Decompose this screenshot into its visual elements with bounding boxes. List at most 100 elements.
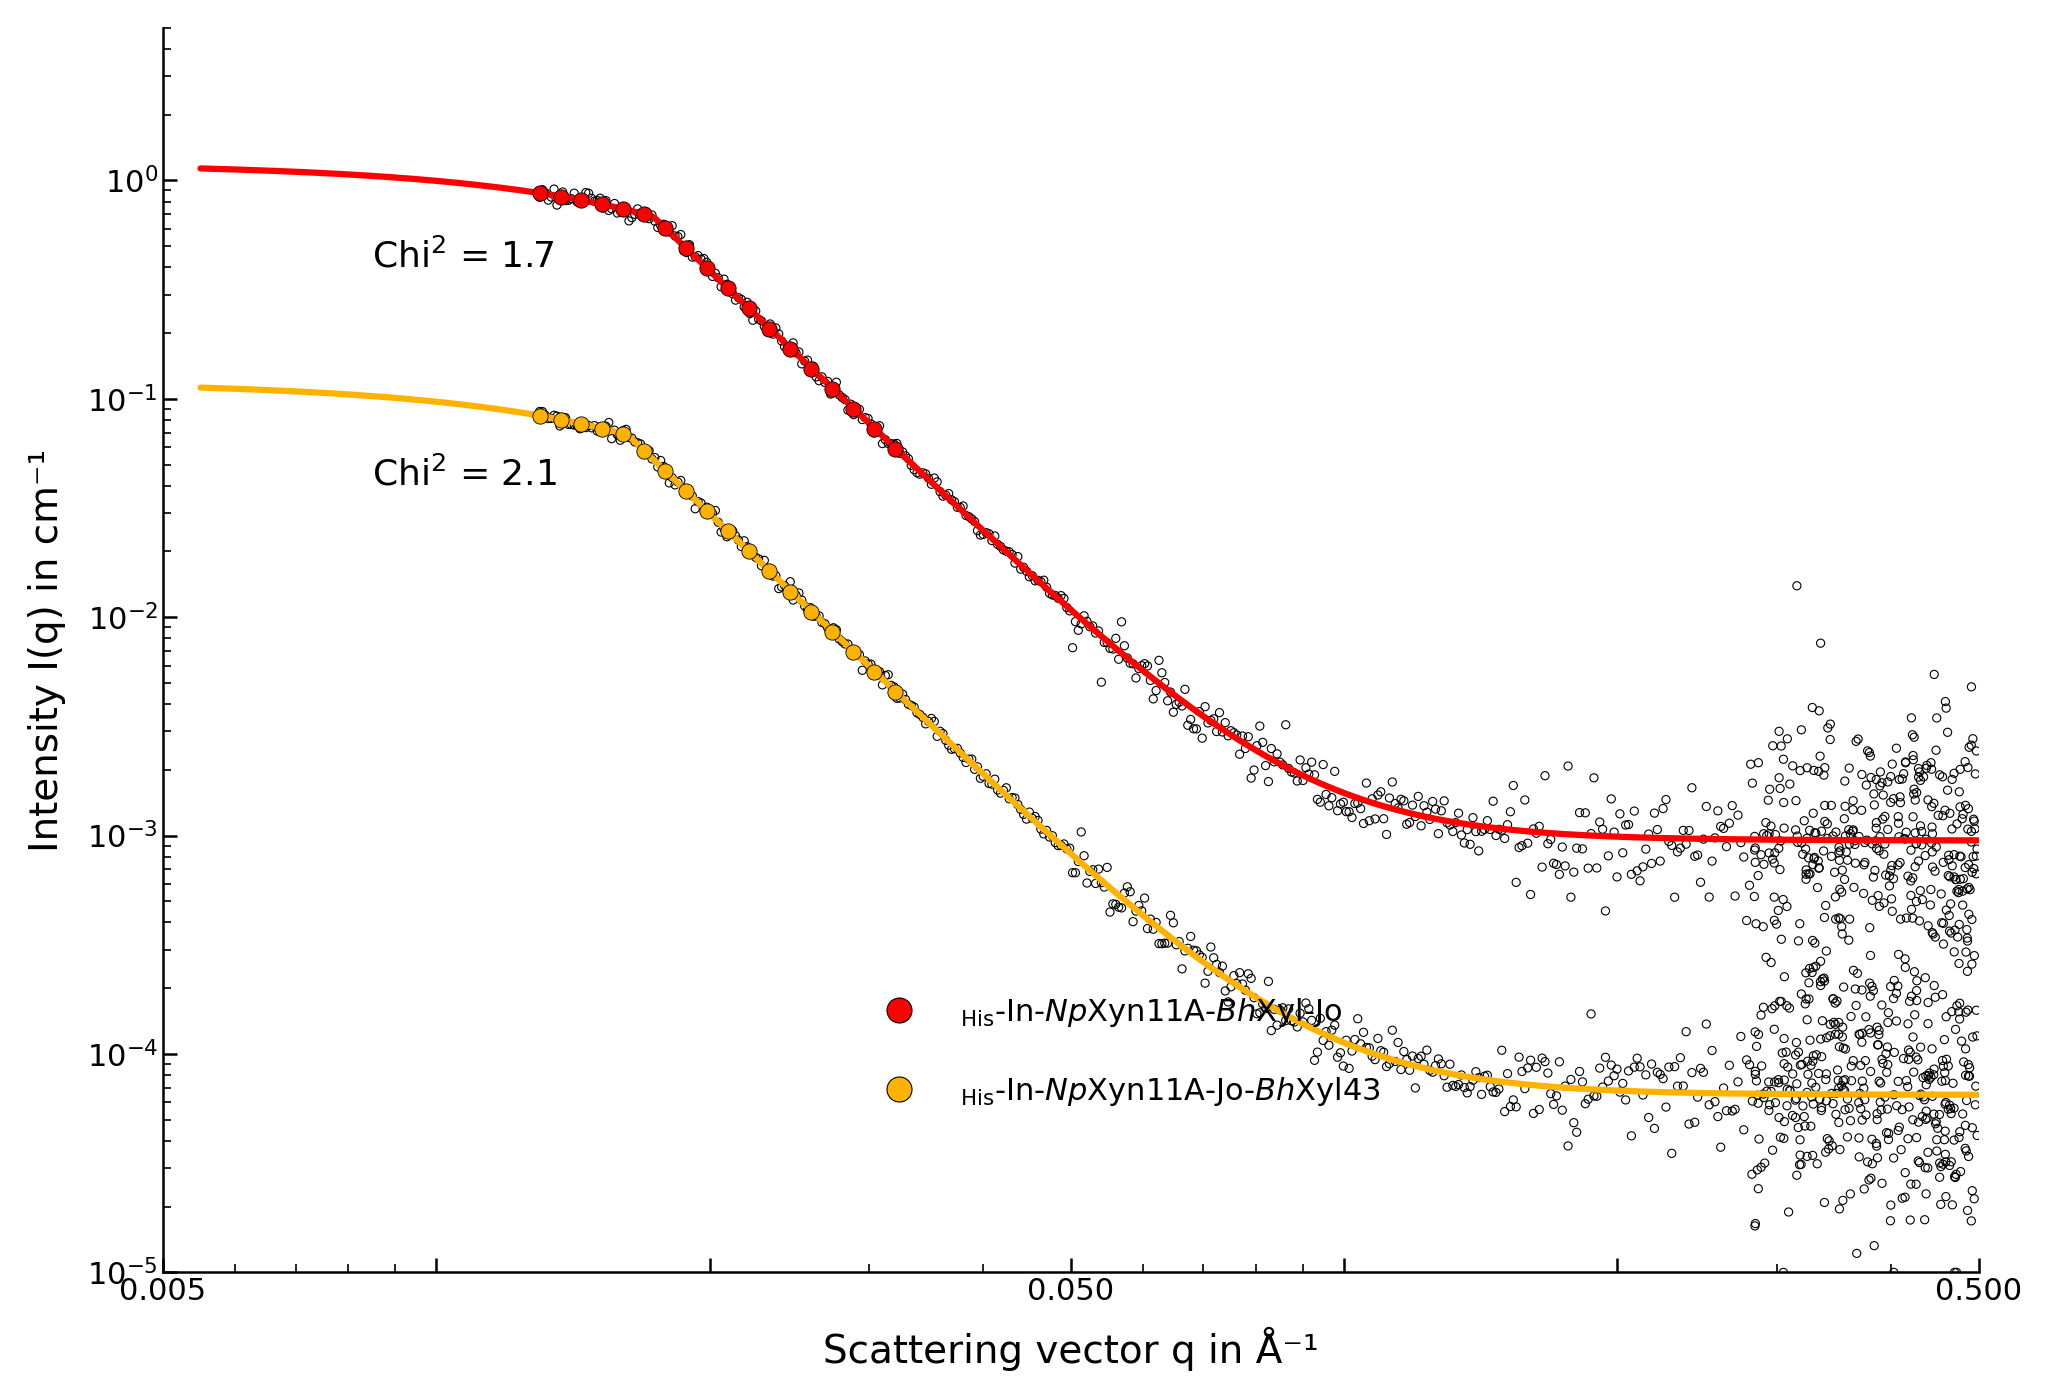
Point	[886, 441, 918, 463]
Point	[1384, 1059, 1417, 1081]
Point	[806, 611, 838, 634]
Point	[1837, 799, 1870, 821]
Point	[1792, 988, 1824, 1010]
Point	[1458, 1069, 1490, 1091]
Point	[629, 201, 662, 224]
Point	[1872, 1098, 1904, 1121]
Point	[572, 182, 605, 204]
Point	[1870, 1122, 1902, 1144]
Point	[1909, 1065, 1941, 1087]
Point	[1827, 1069, 1859, 1091]
Point	[531, 407, 564, 429]
Point	[1738, 837, 1771, 859]
Point	[531, 189, 564, 211]
Point	[1062, 620, 1095, 642]
Point	[982, 779, 1015, 802]
Point	[750, 557, 783, 579]
Point	[543, 185, 576, 207]
Point	[1824, 1074, 1857, 1097]
Point	[1816, 1135, 1849, 1157]
Point	[1939, 1167, 1972, 1189]
Point	[1496, 1088, 1529, 1111]
Point	[1759, 995, 1792, 1017]
Point	[927, 485, 959, 508]
Point	[1829, 1038, 1861, 1060]
Point	[1775, 1104, 1808, 1126]
Point	[670, 242, 703, 264]
Point	[566, 411, 599, 434]
Point	[935, 739, 968, 761]
Point	[543, 414, 576, 436]
Point	[1931, 720, 1964, 743]
Point	[1724, 831, 1757, 853]
Point	[875, 432, 908, 455]
Point	[1191, 712, 1224, 734]
Point	[912, 711, 945, 733]
Point	[1125, 900, 1158, 922]
Point	[1644, 1063, 1677, 1086]
Point	[1195, 709, 1228, 732]
Point	[1292, 997, 1324, 1020]
Point	[769, 336, 802, 358]
Point	[818, 375, 851, 397]
Point	[638, 210, 670, 232]
Point	[1958, 810, 1991, 832]
Point	[1517, 1102, 1550, 1125]
Point	[1923, 1151, 1956, 1174]
Point	[884, 687, 916, 709]
Point	[1474, 818, 1507, 841]
Point	[1767, 888, 1800, 911]
Point	[1113, 652, 1146, 674]
Point	[1468, 818, 1501, 841]
Point	[1347, 813, 1380, 835]
Point	[1820, 821, 1853, 844]
Point	[1171, 937, 1203, 960]
Point	[1868, 783, 1900, 806]
Point	[1925, 912, 1958, 935]
Point	[1868, 832, 1900, 855]
Point	[1320, 799, 1353, 821]
Point	[1909, 1088, 1941, 1111]
Point	[1757, 734, 1790, 757]
Point	[1751, 824, 1784, 846]
Point	[670, 480, 703, 502]
Point	[1738, 839, 1771, 862]
Point	[1597, 821, 1630, 844]
Point	[1863, 1072, 1896, 1094]
Point	[1517, 818, 1550, 841]
Point	[1874, 765, 1906, 788]
Point	[1814, 845, 1847, 867]
Point	[1847, 883, 1880, 905]
Point	[1863, 1020, 1896, 1042]
Point	[1790, 867, 1822, 890]
Point	[1566, 838, 1599, 860]
Point	[1845, 1070, 1878, 1093]
Point	[1197, 708, 1230, 730]
Point	[1646, 1067, 1679, 1090]
Point	[820, 618, 853, 641]
Point	[1894, 985, 1927, 1007]
Point	[1111, 876, 1144, 898]
Point	[1382, 1031, 1414, 1053]
Point	[869, 428, 902, 450]
Point	[1876, 753, 1909, 775]
Point	[1796, 697, 1829, 719]
Point	[1736, 1163, 1769, 1185]
Point	[1402, 785, 1435, 807]
Point	[1234, 767, 1267, 789]
Point	[826, 631, 859, 653]
Point	[1238, 758, 1271, 781]
Point	[840, 402, 873, 424]
Point	[1892, 1128, 1925, 1150]
Point	[1933, 1154, 1966, 1177]
Point	[1904, 1083, 1937, 1105]
Point	[1917, 1086, 1950, 1108]
Point	[1488, 827, 1521, 849]
Point	[1341, 1007, 1374, 1030]
Point	[1318, 760, 1351, 782]
Point	[1909, 967, 1941, 989]
Point	[1046, 585, 1078, 607]
Point	[623, 203, 656, 225]
Point	[1246, 993, 1279, 1016]
Point	[1872, 1122, 1904, 1144]
